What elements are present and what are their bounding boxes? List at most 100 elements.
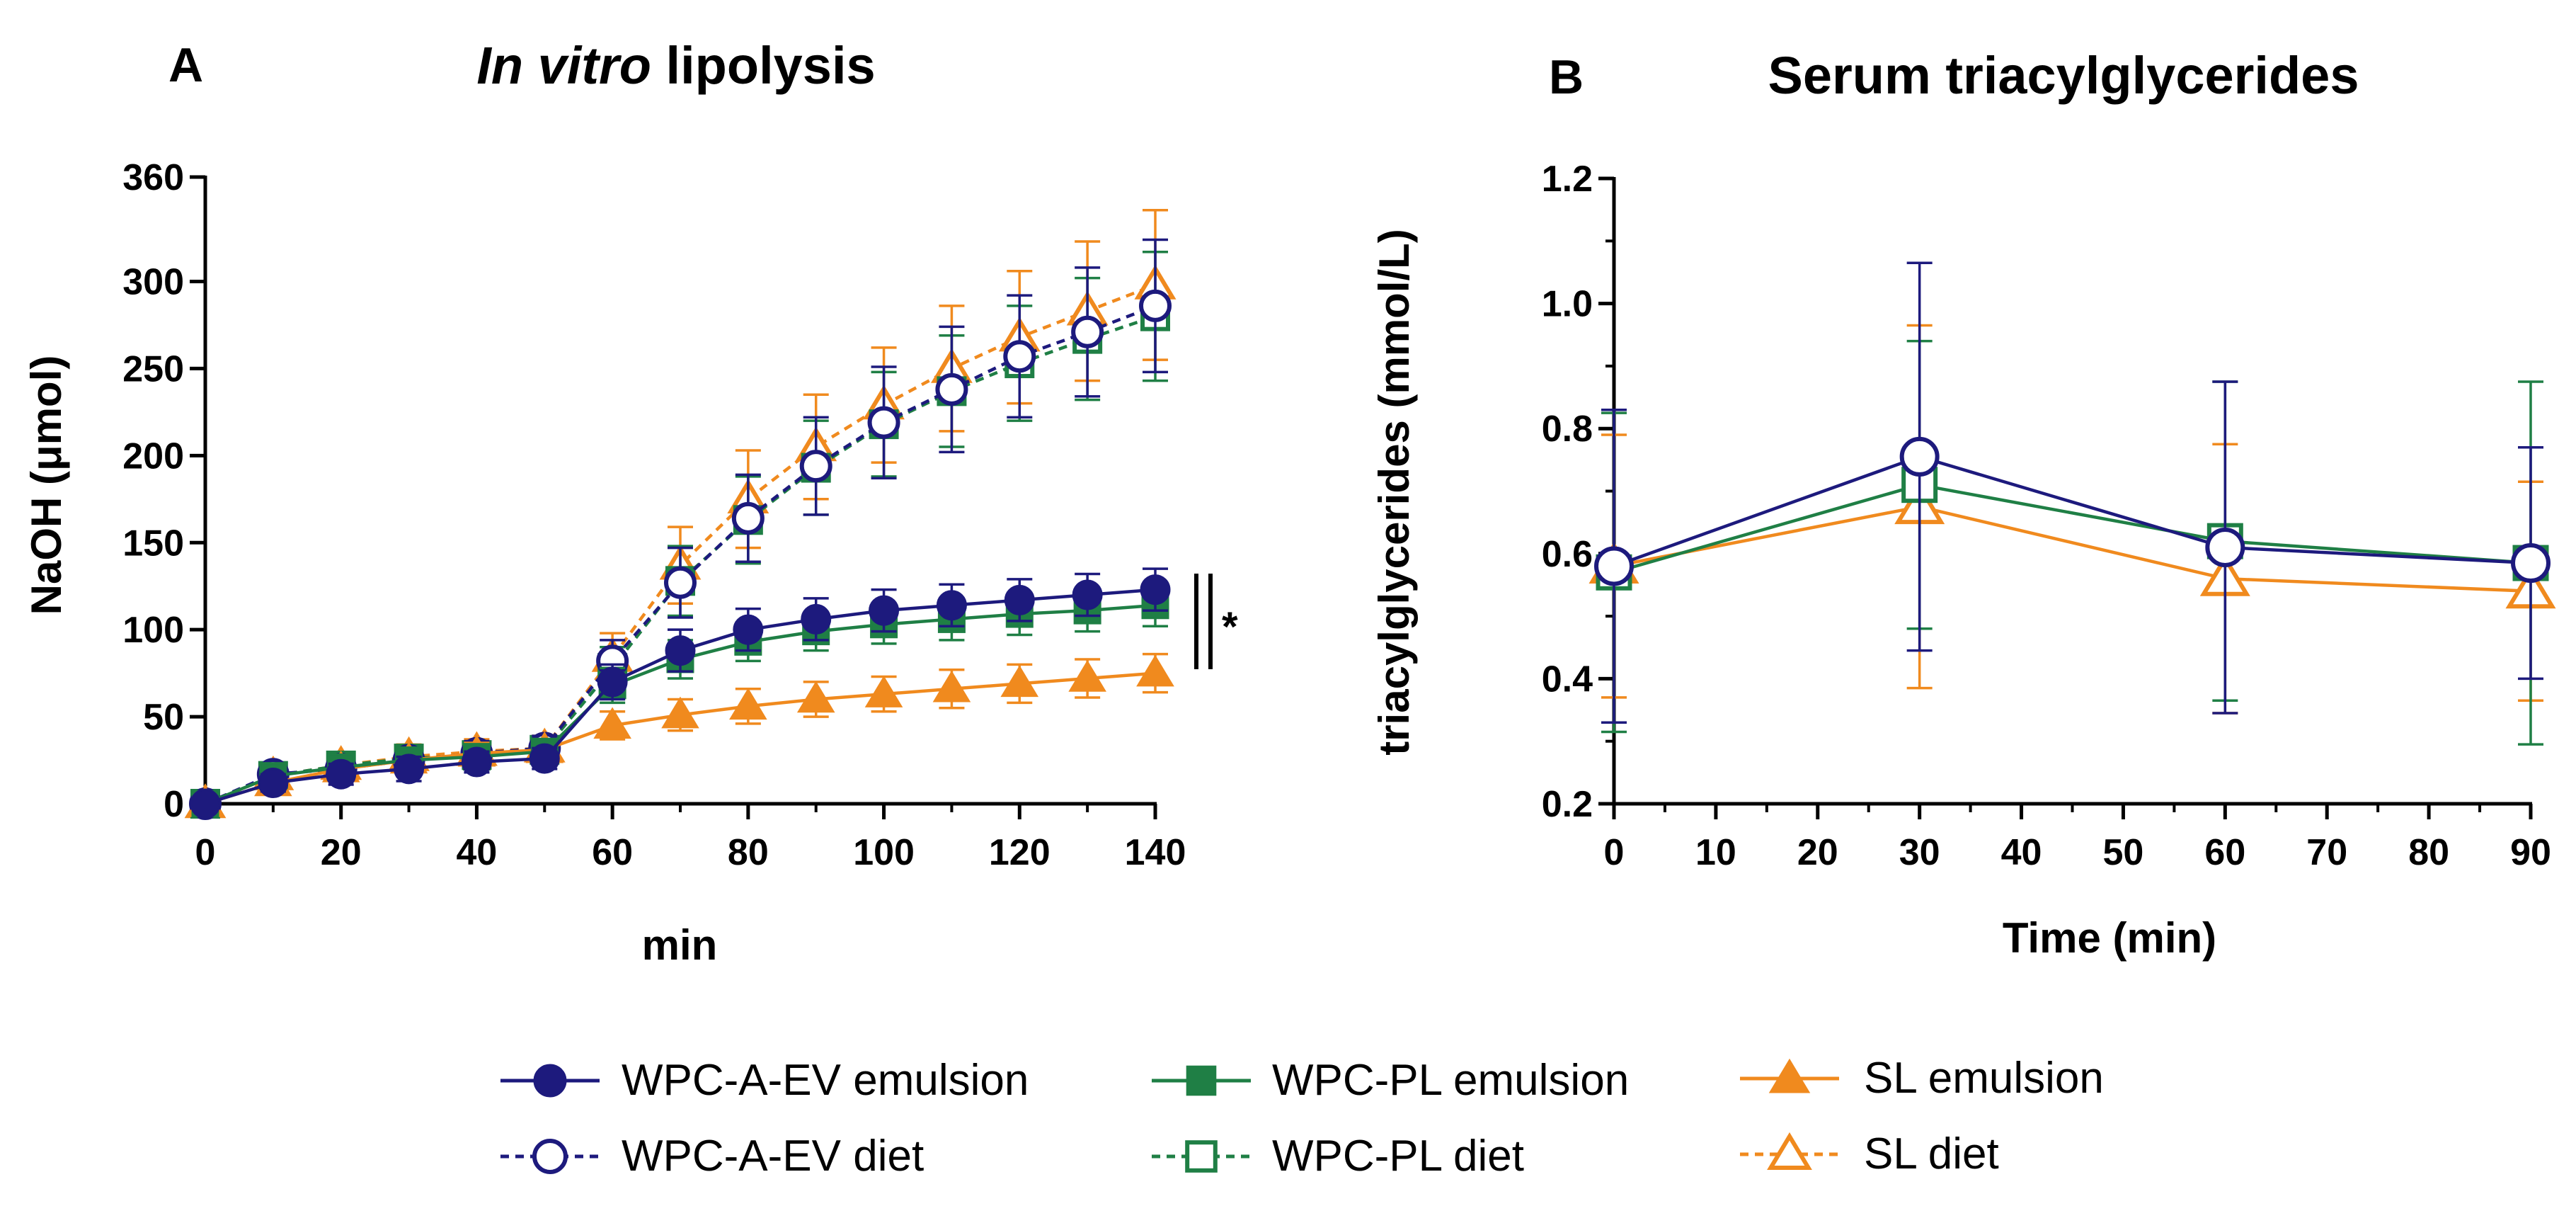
panel-a-data-point: [326, 758, 357, 790]
panel-b-xtick-label: 40: [2001, 832, 2042, 873]
panel-b-ytick-label: 1.2: [1542, 159, 1593, 200]
panel-a-data-point: [661, 696, 699, 729]
panel-a-data-point: [1072, 579, 1103, 610]
panel-a-xlabel: min: [642, 921, 718, 969]
panel-b-title: Serum triacylglycerides: [1768, 46, 2359, 105]
panel-a-data-point: [1004, 584, 1035, 615]
panel-b-xtick-label: 90: [2510, 832, 2551, 873]
panel-a-xtick-label: 60: [592, 832, 633, 873]
panel-a-xtick-label: 140: [1125, 832, 1186, 873]
panel-b-xtick-label: 30: [1899, 832, 1940, 873]
legend-label-wpc-pl-diet: WPC-PL diet: [1272, 1132, 1524, 1181]
panel-b-series-line: [1613, 505, 2531, 593]
panel-a-data-point: [593, 707, 631, 739]
legend-label-wpc-pl-emulsion: WPC-PL emulsion: [1272, 1056, 1629, 1105]
legend-marker-circle: [533, 1064, 567, 1098]
panel-a-ytick-label: 0: [164, 784, 184, 825]
panel-a-ylabel: NaOH (μmol): [23, 355, 70, 615]
panel-a-data-point: [935, 372, 968, 406]
legend-marker-triangle: [1767, 1132, 1812, 1170]
panel-b-letter: B: [1549, 50, 1584, 104]
legend-symbol-sl-emulsion: [1740, 1058, 1839, 1093]
panel-a-ytick-label: 360: [122, 157, 184, 198]
legend-symbol-wpc-a-ev-emulsion: [500, 1064, 600, 1098]
panel-a-data-point: [1003, 340, 1036, 373]
panel-a-series-wpc-a-ev-emulsion: [190, 567, 1171, 819]
legend-label-wpc-a-ev-emulsion: WPC-A-EV emulsion: [622, 1056, 1029, 1105]
panel-b-xtick-label: 50: [2103, 832, 2144, 873]
panel-a-data-point: [1000, 665, 1039, 698]
panel-a-data-point: [1139, 289, 1172, 322]
panel-b-data-point: [2511, 543, 2551, 584]
panel-a-data-point: [869, 595, 900, 626]
legend-marker-square: [1185, 1140, 1218, 1173]
panel-b-series-line: [1613, 455, 2531, 568]
panel-b-series-line: [1613, 483, 2531, 574]
legend-marker-square: [1186, 1065, 1217, 1096]
panel-a-data-point: [1068, 660, 1106, 692]
panel-a-series-line: [205, 314, 1156, 806]
panel-a-xtick-label: 0: [195, 832, 216, 873]
panel-a-data-point: [731, 501, 765, 535]
panel-b-xtick-label: 70: [2306, 832, 2347, 873]
panel-a-data-point: [664, 566, 697, 599]
panel-a-ytick-label: 300: [122, 262, 184, 303]
panel-a-data-point: [394, 753, 425, 785]
panel-a-xtick-label: 80: [728, 832, 769, 873]
panel-b-ytick-label: 0.6: [1542, 534, 1593, 575]
panel-a-ytick-label: 100: [122, 610, 184, 651]
panel-a-ytick-label: 250: [122, 348, 184, 389]
panel-a-data-point: [936, 590, 967, 621]
panel-b-xtick-label: 80: [2408, 832, 2449, 873]
panel-a-ytick-label: 200: [122, 436, 184, 477]
panel-b-ytick-label: 0.8: [1542, 409, 1593, 450]
panel-b-data-point: [1594, 546, 1634, 586]
legend-label-sl-diet: SL diet: [1864, 1130, 1999, 1178]
panel-a-data-point: [1136, 654, 1174, 687]
panel-a-ytick-label: 150: [122, 523, 184, 564]
panel-a-data-point: [1071, 315, 1104, 348]
legend-symbol-wpc-a-ev-diet: [500, 1139, 600, 1174]
panel-a-xtick-label: 100: [853, 832, 915, 873]
panel-a-plot: 0 50 100 150 200 250 300 360 0 20 40 60 80 100 120 140: [122, 157, 1186, 873]
panel-a-data-point: [190, 788, 221, 819]
legend-symbol-wpc-pl-diet: [1152, 1140, 1251, 1173]
panel-a-title: In vitro lipolysis: [476, 36, 875, 95]
panel-b-xtick-label: 10: [1695, 832, 1736, 873]
panel-a-data-point: [932, 670, 971, 702]
panel-a-data-point: [864, 676, 903, 707]
panel-a-xtick-label: 20: [321, 832, 362, 873]
legend-symbol-wpc-pl-emulsion: [1152, 1065, 1251, 1096]
panel-a-data-point: [529, 743, 560, 774]
panel-b-xlabel: Time (min): [2003, 914, 2216, 962]
panel-a-data-point: [258, 768, 289, 798]
panel-a-data-point: [799, 450, 832, 483]
panel-a-data-point: [796, 681, 835, 713]
legend-marker-triangle: [1768, 1058, 1811, 1093]
panel-b-ytick-label: 0.2: [1542, 784, 1593, 825]
panel-a-data-point: [729, 688, 767, 720]
panel-b-xtick-label: 20: [1797, 832, 1838, 873]
panel-b-xtick-label: 0: [1604, 832, 1625, 873]
panel-a-data-point: [801, 603, 832, 635]
legend-label-sl-emulsion: SL emulsion: [1864, 1054, 2104, 1103]
panel-b-data-point: [2205, 527, 2245, 567]
panel-b-xtick-label: 60: [2204, 832, 2245, 873]
panel-a-data-point: [733, 614, 764, 645]
panel-a-title-italic: In vitro: [476, 36, 651, 95]
panel-b-series-sl-emulsion: [1588, 324, 2556, 715]
panel-a-data-point: [461, 746, 492, 778]
panel-a-data-point: [1140, 574, 1171, 605]
legend-marker-circle: [532, 1139, 568, 1174]
panel-b-ytick-label: 0.4: [1542, 659, 1593, 700]
panel-b-ylabel: triacylglycerides (mmol/L): [1370, 229, 1418, 756]
panel-b-series-wpc-a-ev-emulsion: [1594, 261, 2551, 724]
panel-a-data-point: [867, 406, 900, 439]
panel-a-xtick-label: 40: [457, 832, 498, 873]
panel-b-plot: 0.2 0.4 0.6 0.8 1.0 1.2 0 10 20 30 40 50 60 70 80 90: [1542, 159, 2556, 873]
significance-asterisk: *: [1222, 604, 1238, 650]
panel-a-xtick-label: 120: [989, 832, 1051, 873]
